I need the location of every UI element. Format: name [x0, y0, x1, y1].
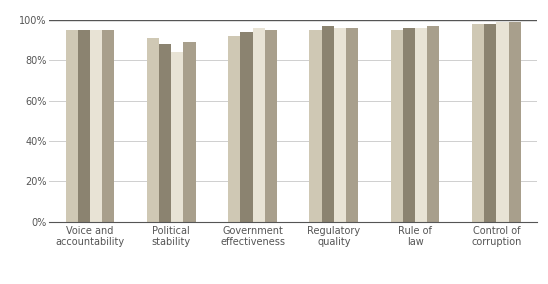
Bar	[334, 28, 346, 222]
Bar	[147, 38, 159, 222]
Bar	[391, 30, 403, 222]
Bar	[322, 26, 334, 222]
Bar	[241, 32, 253, 222]
Bar	[66, 30, 78, 222]
Bar	[102, 30, 115, 222]
Bar	[472, 24, 484, 222]
Bar	[509, 22, 521, 222]
Bar	[403, 28, 415, 222]
Bar	[159, 44, 171, 222]
Bar	[90, 30, 102, 222]
Bar	[78, 30, 90, 222]
Bar	[253, 28, 265, 222]
Bar	[310, 30, 322, 222]
Bar	[265, 30, 277, 222]
Bar	[346, 28, 358, 222]
Bar	[171, 52, 184, 222]
Bar	[484, 24, 496, 222]
Bar	[427, 26, 439, 222]
Bar	[496, 22, 509, 222]
Bar	[228, 36, 241, 222]
Bar	[415, 28, 427, 222]
Bar	[184, 42, 196, 222]
